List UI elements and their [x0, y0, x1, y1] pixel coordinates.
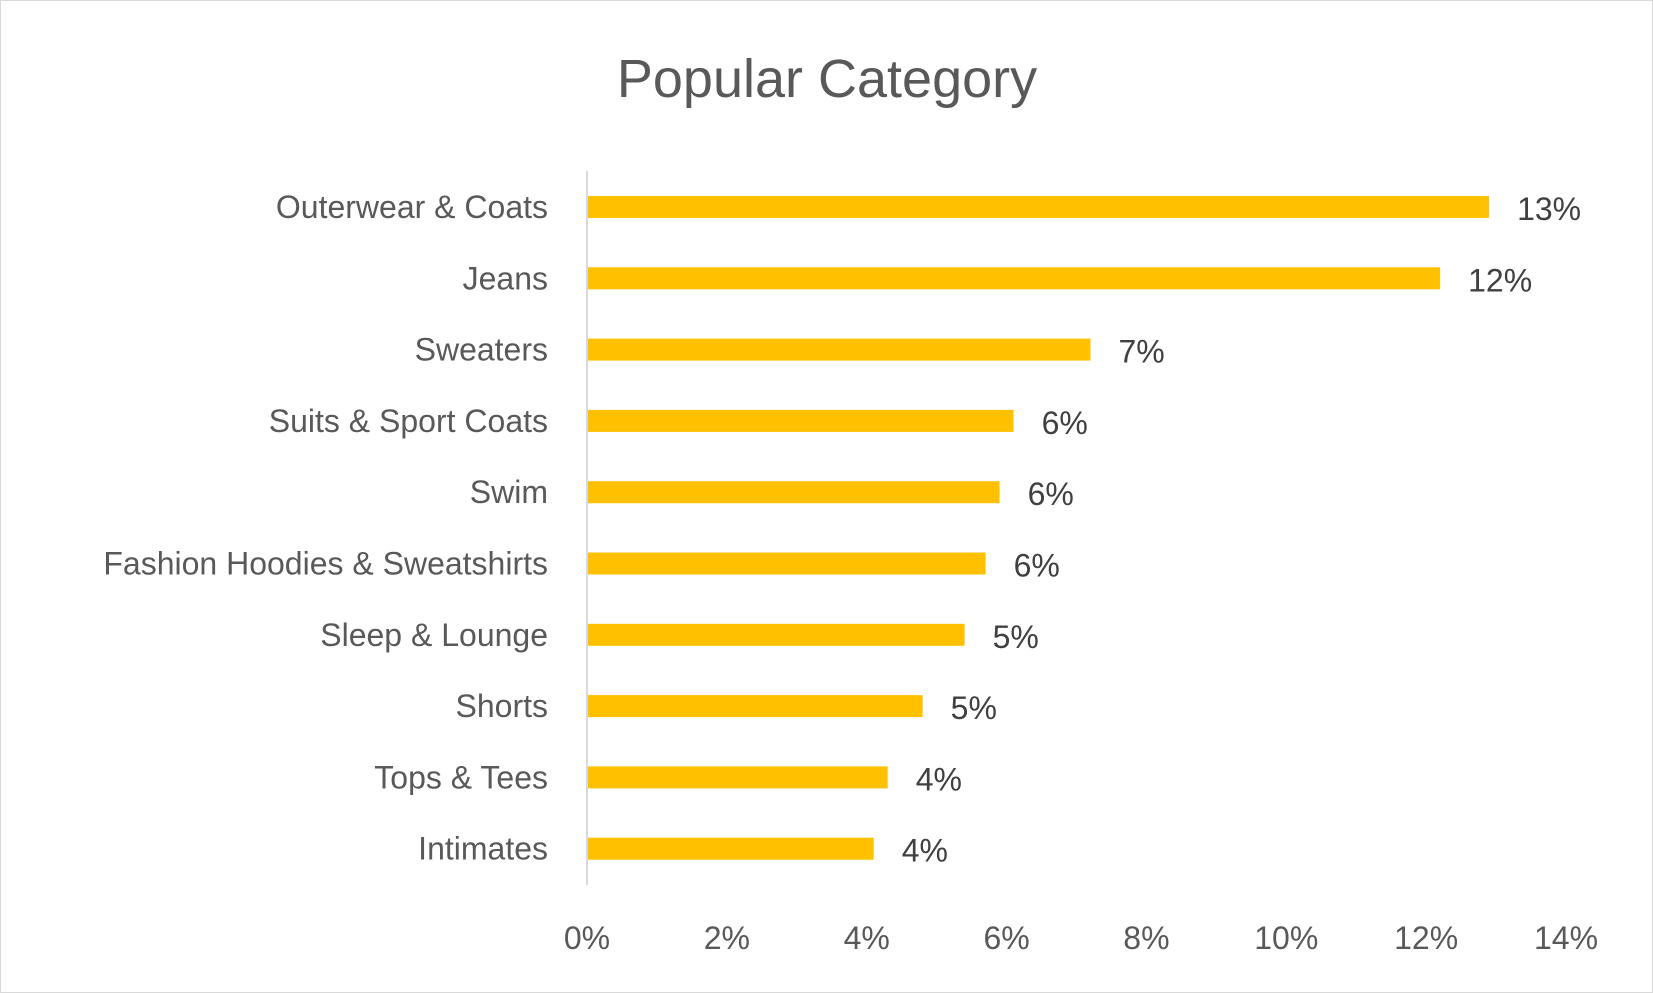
data-label: 5% — [993, 619, 1039, 655]
category-labels: Outerwear & Coats Jeans Sweaters Suits & Sp… — [103, 189, 548, 867]
x-tick-label: 6% — [983, 920, 1029, 956]
data-label: 4% — [916, 761, 962, 797]
category-label: Tops & Tees — [374, 759, 548, 795]
bar — [587, 623, 965, 646]
x-tick-label: 14% — [1534, 920, 1598, 956]
bar — [587, 267, 1441, 290]
data-label: 5% — [951, 690, 997, 726]
x-tick-label: 2% — [704, 920, 750, 956]
category-label: Fashion Hoodies & Sweatshirts — [103, 546, 548, 582]
bars-layer — [587, 196, 1490, 860]
category-label: Sleep & Lounge — [320, 617, 548, 653]
category-label: Sweaters — [415, 332, 548, 368]
chart-title: Popular Category — [617, 49, 1037, 109]
x-axis-tick-labels: 0% 2% 4% 6% 8% 10% 12% 14% — [564, 920, 1598, 956]
bar — [587, 481, 1000, 504]
bar — [587, 552, 986, 575]
x-tick-label: 10% — [1254, 920, 1318, 956]
data-label: 6% — [1042, 405, 1088, 441]
data-label: 7% — [1118, 334, 1164, 370]
data-label: 4% — [902, 833, 948, 869]
bar — [587, 695, 923, 718]
category-label: Outerwear & Coats — [276, 189, 548, 225]
category-label: Suits & Sport Coats — [269, 403, 548, 439]
bar — [587, 338, 1091, 361]
data-label: 6% — [1028, 476, 1074, 512]
category-label: Jeans — [463, 260, 548, 296]
data-label: 13% — [1517, 191, 1581, 227]
bar — [587, 409, 1014, 432]
data-label: 6% — [1014, 548, 1060, 584]
data-labels: 13% 12% 7% 6% 6% 6% 5% 5% 4% 4% — [902, 191, 1581, 869]
x-tick-label: 4% — [844, 920, 890, 956]
bar — [587, 196, 1490, 218]
category-label: Swim — [470, 474, 548, 510]
category-label: Shorts — [456, 688, 548, 724]
x-tick-label: 12% — [1394, 920, 1458, 956]
category-label: Intimates — [418, 831, 548, 867]
data-label: 12% — [1468, 262, 1532, 298]
x-tick-label: 8% — [1123, 920, 1169, 956]
bar — [587, 766, 888, 789]
x-tick-label: 0% — [564, 920, 610, 956]
bar — [587, 837, 874, 860]
